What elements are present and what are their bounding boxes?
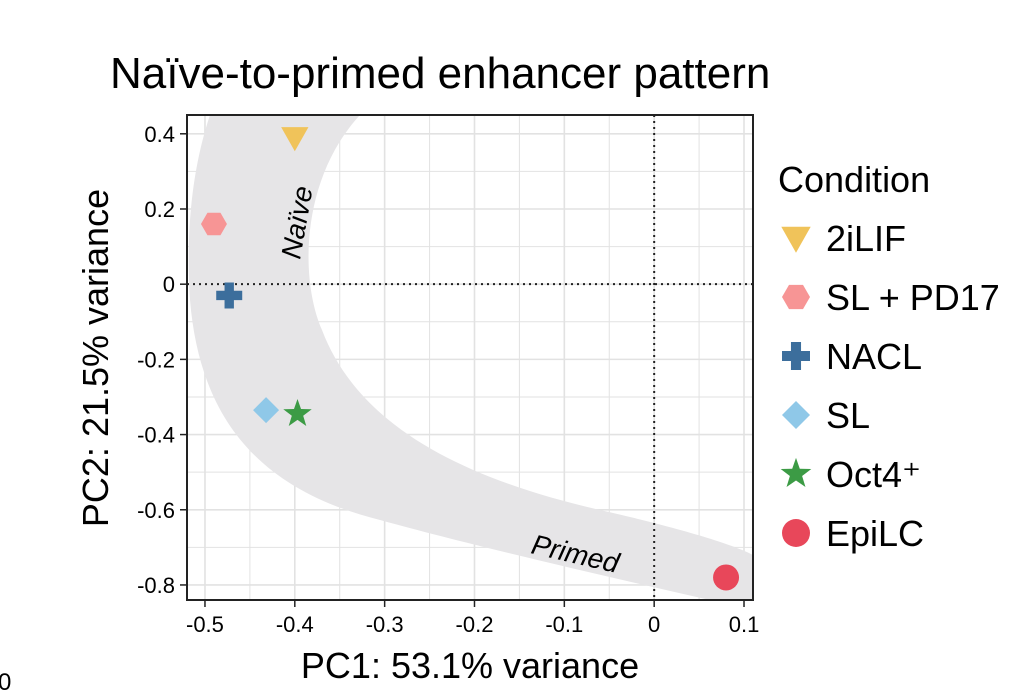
y-tick-label: -0.2 — [137, 347, 175, 372]
trajectory-band — [188, 115, 754, 600]
y-axis-title: PC2: 21.5% variance — [75, 189, 116, 527]
legend-title: Condition — [778, 159, 930, 200]
y-tick-label: 0.4 — [144, 122, 175, 147]
y-axis-ticks: 0.4 0.2 0 -0.2 -0.4 -0.6 -0.8 — [137, 122, 187, 598]
legend-key — [782, 401, 810, 429]
plot-panel: Naïve Primed — [186, 114, 754, 601]
x-tick-label: -0.1 — [545, 612, 583, 637]
legend-key — [782, 342, 810, 370]
y-tick-label: -0.4 — [137, 423, 175, 448]
data-point — [200, 212, 227, 236]
legend-key — [781, 226, 811, 253]
y-tick-label: -0.8 — [137, 573, 175, 598]
data-points — [200, 127, 740, 591]
chart-title: Naïve-to-primed enhancer pattern — [110, 49, 770, 98]
legend-items: 2iLIF SL + PD17 NACL SL Oct4⁺ EpiLC — [780, 218, 1000, 554]
legend-key — [780, 457, 812, 488]
legend-label: SL + PD17 — [826, 277, 1000, 318]
corner-label: 0 — [0, 669, 11, 696]
legend: Condition 2iLIF SL + PD17 NACL SL Oct4⁺ EpiLC — [778, 159, 1000, 554]
x-tick-label: 0 — [648, 612, 660, 637]
data-point — [283, 398, 312, 426]
x-axis-ticks: -0.5 -0.4 -0.3 -0.2 -0.1 0 0.1 — [186, 600, 759, 637]
legend-label: EpiLC — [826, 513, 924, 554]
x-axis-title: PC1: 53.1% variance — [301, 645, 639, 686]
y-tick-label: 0.2 — [144, 197, 175, 222]
plot-border — [186, 114, 754, 601]
x-tick-label: -0.2 — [456, 612, 494, 637]
y-tick-label: -0.6 — [137, 498, 175, 523]
legend-key — [782, 519, 810, 547]
legend-label: Oct4⁺ — [826, 454, 921, 495]
legend-label: SL — [826, 395, 870, 436]
y-tick-label: 0 — [163, 272, 175, 297]
data-point — [216, 282, 243, 309]
legend-key — [782, 284, 810, 310]
legend-label: 2iLIF — [826, 218, 906, 259]
reference-lines — [187, 115, 753, 600]
x-tick-label: 0.1 — [729, 612, 760, 637]
x-tick-label: -0.3 — [366, 612, 404, 637]
x-tick-label: -0.4 — [276, 612, 314, 637]
x-tick-label: -0.5 — [186, 612, 224, 637]
data-point — [253, 397, 280, 424]
legend-label: NACL — [826, 336, 922, 377]
data-point — [281, 127, 309, 152]
data-point — [713, 564, 740, 591]
